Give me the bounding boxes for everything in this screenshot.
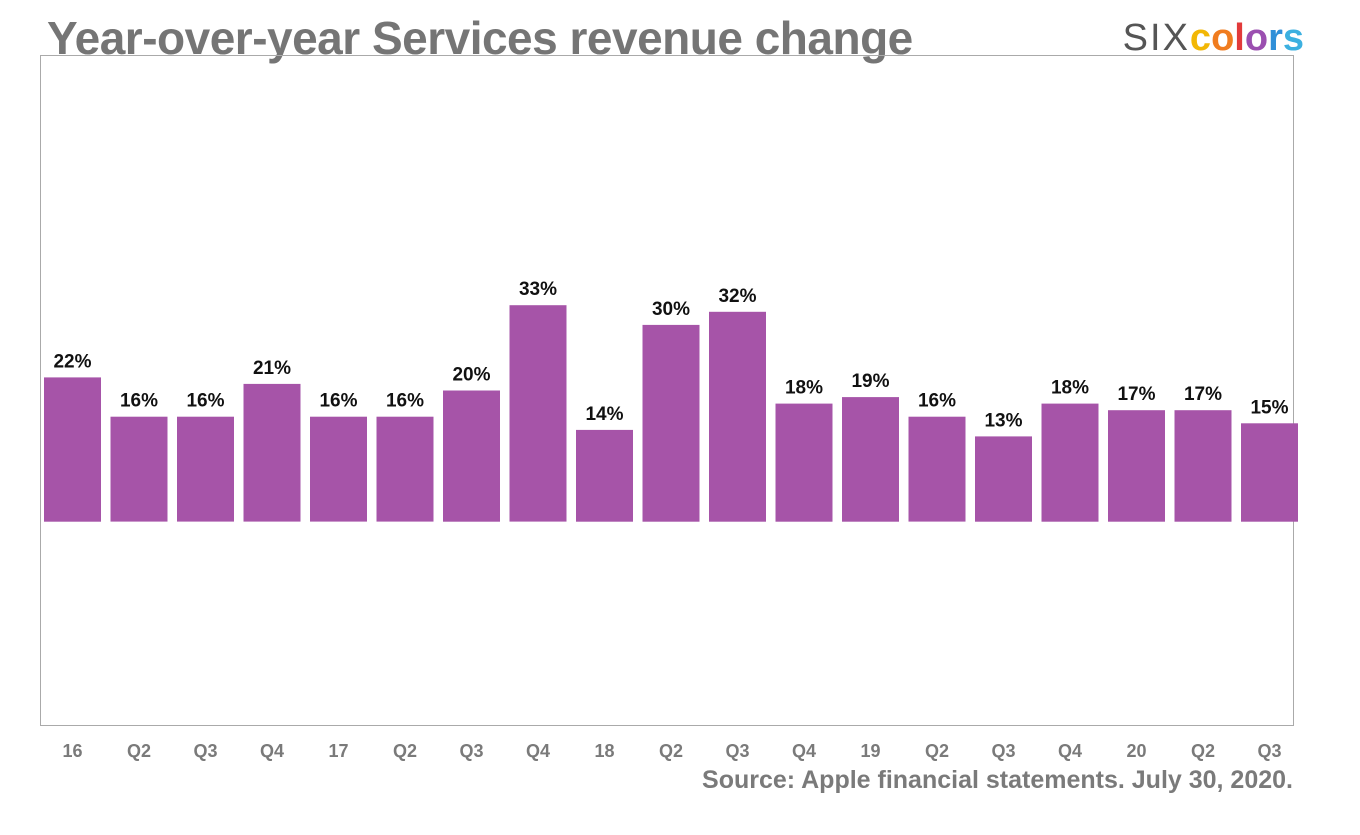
data-label: 19% bbox=[851, 371, 889, 392]
data-label: 14% bbox=[585, 404, 623, 425]
x-tick-label: 20 bbox=[1126, 741, 1146, 761]
data-label: 20% bbox=[452, 365, 490, 386]
data-label: 33% bbox=[519, 279, 557, 300]
data-label: 16% bbox=[918, 391, 956, 412]
x-tick-label: Q3 bbox=[1257, 741, 1281, 761]
bar bbox=[1174, 410, 1232, 522]
bar bbox=[975, 436, 1032, 522]
bar bbox=[443, 390, 500, 522]
data-label: 13% bbox=[984, 410, 1022, 431]
logo-letter: c bbox=[1189, 17, 1212, 59]
logo-six-text: SIX bbox=[1122, 17, 1190, 59]
data-label: 17% bbox=[1117, 384, 1155, 405]
data-label: 22% bbox=[53, 351, 91, 372]
x-tick-label: Q4 bbox=[260, 741, 284, 761]
data-label: 16% bbox=[386, 391, 424, 412]
x-tick-label: Q4 bbox=[1058, 741, 1082, 761]
logo-letter: o bbox=[1211, 17, 1235, 59]
bar bbox=[177, 416, 234, 522]
data-label: 30% bbox=[652, 299, 690, 320]
bar bbox=[44, 377, 101, 522]
x-tick-label: Q2 bbox=[925, 741, 949, 761]
x-tick-label: 19 bbox=[860, 741, 880, 761]
bar bbox=[842, 397, 899, 522]
data-label: 18% bbox=[1051, 378, 1089, 399]
bar bbox=[243, 383, 301, 522]
source-note: Source: Apple financial statements. July… bbox=[702, 766, 1293, 794]
x-tick-label: Q4 bbox=[792, 741, 816, 761]
logo-letter: s bbox=[1282, 17, 1304, 59]
bar bbox=[310, 416, 367, 522]
data-label: 16% bbox=[120, 391, 158, 412]
bar bbox=[1108, 410, 1165, 522]
x-tick-label: Q3 bbox=[725, 741, 749, 761]
plot-frame bbox=[40, 55, 1294, 726]
logo-colors-text: colors bbox=[1190, 17, 1304, 59]
x-tick-label: Q3 bbox=[991, 741, 1015, 761]
data-label: 32% bbox=[718, 286, 756, 307]
bar bbox=[509, 305, 567, 522]
bar bbox=[908, 416, 966, 522]
logo-letter: r bbox=[1268, 17, 1283, 59]
bar bbox=[709, 311, 766, 522]
bar bbox=[576, 429, 633, 522]
bar bbox=[775, 403, 833, 522]
x-tick-label: Q2 bbox=[127, 741, 151, 761]
data-label: 16% bbox=[186, 391, 224, 412]
bar bbox=[1241, 423, 1298, 522]
x-tick-label: Q2 bbox=[659, 741, 683, 761]
sixcolors-logo: SIXcolors bbox=[1123, 14, 1304, 62]
x-tick-label: Q3 bbox=[459, 741, 483, 761]
x-tick-label: Q2 bbox=[1191, 741, 1215, 761]
data-label: 18% bbox=[785, 378, 823, 399]
x-tick-label: 16 bbox=[62, 741, 82, 761]
x-tick-label: 18 bbox=[594, 741, 614, 761]
bar bbox=[110, 416, 168, 522]
data-label: 16% bbox=[319, 391, 357, 412]
data-label: 17% bbox=[1184, 384, 1222, 405]
bar bbox=[1041, 403, 1099, 522]
bar bbox=[642, 324, 700, 522]
x-tick-label: Q3 bbox=[193, 741, 217, 761]
data-label: 15% bbox=[1250, 397, 1288, 418]
logo-letter: o bbox=[1244, 17, 1269, 59]
data-label: 21% bbox=[253, 358, 291, 379]
bar bbox=[376, 416, 434, 522]
logo-letter: l bbox=[1234, 17, 1245, 59]
x-tick-label: Q2 bbox=[393, 741, 417, 761]
x-tick-label: 17 bbox=[328, 741, 348, 761]
x-tick-label: Q4 bbox=[526, 741, 550, 761]
